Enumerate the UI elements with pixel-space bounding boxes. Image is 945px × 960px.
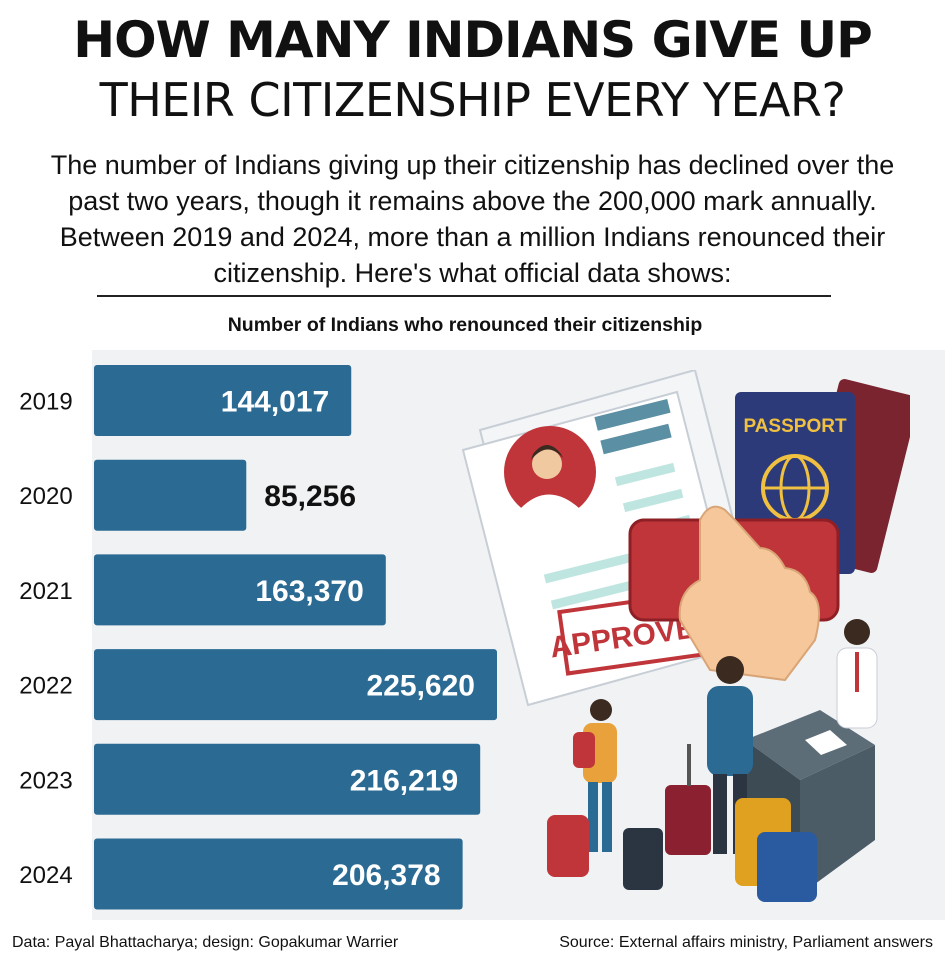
- value-label: 206,378: [332, 859, 440, 892]
- year-label: 2019: [19, 389, 72, 416]
- headline-line-1: HOW MANY INDIANS GIVE UP: [73, 11, 873, 69]
- luggage-icon: [547, 744, 817, 902]
- hand-icon: [678, 505, 820, 682]
- bar: [94, 743, 481, 815]
- bar: [94, 838, 463, 910]
- officer-icon: [836, 619, 878, 729]
- bar: [94, 365, 352, 436]
- year-label: 2022: [19, 673, 72, 700]
- year-label: 2023: [19, 767, 72, 794]
- bar: [94, 554, 386, 626]
- citizenship-illustration: PASSPORT APPROVED: [461, 370, 910, 902]
- child-traveler-icon: [573, 699, 617, 852]
- credit-text: Data: Payal Bhattacharya; design: Gopaku…: [12, 934, 399, 951]
- bar: [94, 459, 247, 531]
- chart-title: Number of Indians who renounced their ci…: [227, 314, 703, 336]
- description: The number of Indians giving up their ci…: [50, 150, 895, 288]
- value-label: 225,620: [367, 670, 475, 703]
- year-label: 2020: [19, 483, 72, 510]
- bar: [94, 649, 497, 721]
- headline-line-2: THEIR CITIZENSHIP EVERY YEAR?: [99, 73, 846, 127]
- source-text: Source: External affairs ministry, Parli…: [559, 934, 933, 951]
- avatar-icon: [504, 426, 596, 518]
- divider: [97, 295, 831, 297]
- value-label: 163,370: [255, 575, 363, 608]
- passport-label: PASSPORT: [743, 416, 847, 437]
- value-label: 144,017: [221, 386, 329, 419]
- year-label: 2024: [19, 862, 72, 889]
- value-label: 216,219: [350, 764, 458, 797]
- value-label: 85,256: [264, 480, 356, 513]
- year-label: 2021: [19, 578, 72, 605]
